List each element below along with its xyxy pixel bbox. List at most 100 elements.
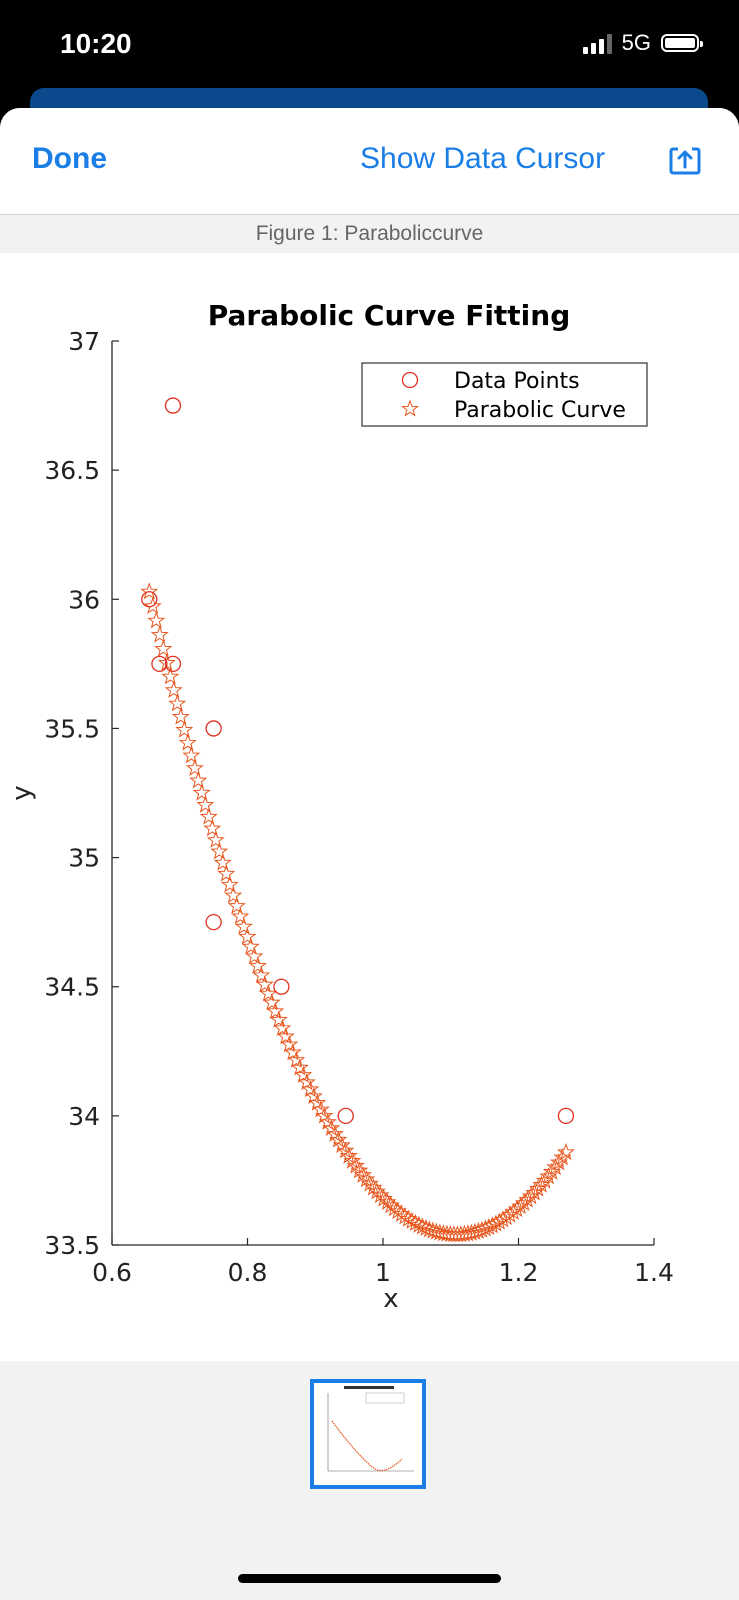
network-label: 5G bbox=[621, 30, 651, 55]
data-point-circle bbox=[141, 591, 158, 608]
curve-point-star bbox=[252, 966, 271, 984]
curve-point-star bbox=[301, 1080, 320, 1098]
curve-point-star bbox=[220, 875, 239, 893]
figure-sheet: Done Show Data Cursor Figure 1: Paraboli… bbox=[0, 108, 739, 1600]
done-button[interactable]: Done bbox=[32, 142, 107, 175]
curve-point-star bbox=[346, 1156, 365, 1174]
curve-point-star bbox=[210, 842, 229, 860]
curve-point-star bbox=[283, 1043, 302, 1061]
curve-point-star bbox=[206, 830, 225, 848]
y-tick-label: 36 bbox=[68, 585, 100, 614]
curve-point-star bbox=[150, 625, 169, 643]
signal-icon bbox=[582, 32, 612, 54]
data-point-circle bbox=[205, 720, 222, 737]
status-indicators: 5G bbox=[582, 30, 703, 56]
y-tick-label: 34.5 bbox=[44, 973, 100, 1002]
curve-point-star bbox=[472, 1220, 491, 1238]
show-data-cursor-button[interactable]: Show Data Cursor bbox=[360, 142, 606, 175]
parabolic-curve-series bbox=[140, 582, 575, 1243]
y-tick-label: 34 bbox=[68, 1102, 100, 1131]
curve-point-star bbox=[308, 1093, 327, 1111]
y-tick-label: 37 bbox=[68, 327, 100, 356]
data-point-circle bbox=[164, 655, 182, 673]
curve-point-star bbox=[360, 1174, 379, 1192]
curve-point-star bbox=[255, 975, 274, 993]
curve-point-star bbox=[521, 1187, 540, 1205]
curve-point-star bbox=[171, 707, 190, 725]
share-icon[interactable] bbox=[667, 141, 703, 177]
plot-area[interactable]: Parabolic Curve Fitting 0.6 0.8 1 1.2 1.4 33.… bbox=[0, 253, 739, 1361]
curve-point-star bbox=[549, 1153, 568, 1171]
curve-point-star bbox=[532, 1175, 551, 1193]
curve-point-star bbox=[175, 720, 194, 738]
curve-point-star bbox=[542, 1162, 561, 1180]
curve-point-star bbox=[469, 1221, 488, 1239]
x-tick-label: 1.4 bbox=[634, 1258, 674, 1287]
data-point-circle bbox=[151, 655, 168, 673]
figure-thumbnail[interactable] bbox=[310, 1379, 426, 1489]
curve-point-star bbox=[276, 1027, 295, 1045]
curve-point-star bbox=[266, 1001, 285, 1020]
curve-point-star bbox=[182, 746, 201, 764]
legend-label-data-points: Data Points bbox=[454, 369, 580, 394]
home-indicator bbox=[238, 1574, 501, 1583]
curve-point-star bbox=[364, 1178, 383, 1196]
curve-point-star bbox=[217, 864, 236, 882]
axes: 0.6 0.8 1 1.2 1.4 33.5 34 34.5 35 35.5 36 36.5 37 bbox=[44, 327, 674, 1287]
x-tick-label: 1 bbox=[375, 1258, 391, 1287]
curve-point-star bbox=[259, 984, 278, 1002]
thumbnail-strip bbox=[0, 1361, 739, 1600]
legend: Data Points Parabolic Curve bbox=[361, 362, 648, 427]
nav-bar: Done Show Data Cursor bbox=[0, 108, 739, 215]
curve-point-star bbox=[539, 1167, 558, 1185]
curve-point-star bbox=[367, 1182, 386, 1200]
curve-point-star bbox=[294, 1065, 313, 1083]
curve-point-star bbox=[140, 582, 159, 600]
curve-point-star bbox=[189, 771, 208, 789]
data-point-circle bbox=[205, 913, 222, 931]
legend-marker-parabolic-curve bbox=[400, 399, 420, 417]
battery-icon bbox=[661, 34, 703, 52]
curve-point-star bbox=[297, 1072, 316, 1091]
legend-marker-data-points bbox=[401, 371, 419, 389]
x-tick-label: 0.8 bbox=[228, 1258, 268, 1287]
curve-point-star bbox=[462, 1223, 481, 1241]
x-axis-label: x bbox=[383, 1284, 398, 1314]
curve-point-star bbox=[350, 1161, 369, 1179]
curve-point-star bbox=[287, 1050, 306, 1068]
data-point-circle bbox=[273, 978, 290, 995]
status-bar: 10:20 5G bbox=[0, 0, 739, 100]
data-point-circle bbox=[557, 1107, 575, 1125]
curve-point-star bbox=[154, 639, 173, 657]
y-tick-label: 35.5 bbox=[44, 714, 100, 743]
curve-point-star bbox=[329, 1130, 348, 1148]
curve-point-star bbox=[143, 596, 162, 614]
curve-point-star bbox=[213, 853, 232, 871]
curve-point-star bbox=[465, 1222, 484, 1240]
x-tick-label: 0.6 bbox=[92, 1258, 132, 1287]
curve-point-star bbox=[479, 1217, 498, 1236]
curve-point-star bbox=[262, 993, 281, 1011]
legend-box bbox=[361, 362, 648, 427]
curve-point-star bbox=[556, 1142, 575, 1161]
curve-point-star bbox=[227, 896, 246, 914]
curve-point-star bbox=[528, 1179, 547, 1197]
curve-point-star bbox=[245, 947, 264, 965]
curve-point-star bbox=[196, 795, 215, 813]
curve-point-star bbox=[231, 907, 250, 925]
curve-point-star bbox=[164, 680, 183, 698]
y-tick-label: 33.5 bbox=[44, 1231, 100, 1260]
curve-point-star bbox=[535, 1171, 554, 1189]
curve-point-star bbox=[199, 807, 218, 825]
y-tick-label: 36.5 bbox=[44, 456, 100, 485]
curve-point-star bbox=[304, 1086, 323, 1105]
curve-point-star bbox=[161, 667, 180, 685]
curve-point-star bbox=[357, 1170, 376, 1188]
curve-point-star bbox=[546, 1157, 565, 1176]
curve-point-star bbox=[238, 927, 257, 945]
curve-point-star bbox=[553, 1148, 572, 1166]
data-points-series bbox=[141, 397, 575, 1125]
curve-point-star bbox=[185, 758, 204, 776]
curve-point-star bbox=[178, 733, 197, 751]
curve-point-star bbox=[371, 1185, 390, 1204]
